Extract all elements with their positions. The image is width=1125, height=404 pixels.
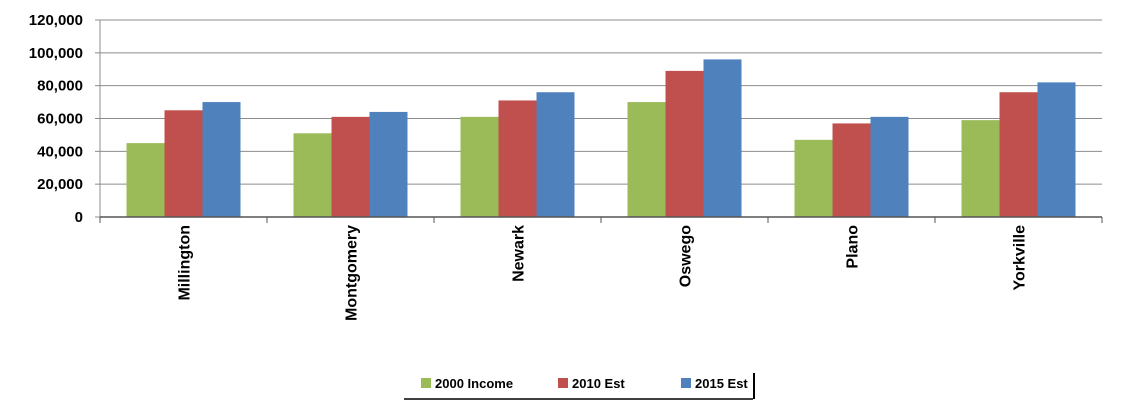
- y-axis-tick-labels: 0 20,000 40,000 60,000 80,000 100,000 120,000: [29, 12, 83, 226]
- legend-swatch: [558, 378, 568, 388]
- category-label-millington: Millington: [177, 225, 194, 301]
- y-tick-label: 60,000: [37, 111, 83, 128]
- category-label-montgomery: Montgomery: [344, 225, 361, 321]
- bar-2010-est-plano: [832, 123, 871, 217]
- bar-2000-income-montgomery: [293, 133, 332, 217]
- bar-2000-income-oswego: [627, 102, 666, 217]
- bars: [126, 59, 1076, 218]
- bar-2000-income-millington: [126, 143, 165, 217]
- y-tick-label: 0: [75, 209, 83, 226]
- category-label-plano: Plano: [845, 225, 862, 269]
- axes: [95, 19, 1103, 223]
- legend-label: 2000 Income: [435, 376, 513, 391]
- bar-2015-est-newark: [536, 92, 575, 217]
- legend-swatch: [681, 378, 691, 388]
- bar-2015-est-plano: [870, 116, 909, 217]
- legend: 2000 Income 2010 Est 2015 Est: [404, 373, 755, 400]
- bar-2010-est-yorkville: [999, 92, 1038, 217]
- gridlines: [100, 19, 1102, 185]
- category-label-yorkville: Yorkville: [1012, 225, 1029, 291]
- legend-swatch: [421, 378, 431, 388]
- y-tick-label: 40,000: [37, 143, 83, 160]
- bar-2000-income-newark: [460, 116, 499, 217]
- bar-2000-income-yorkville: [961, 120, 1000, 217]
- y-tick-label: 20,000: [37, 176, 83, 193]
- legend-label: 2015 Est: [695, 376, 748, 391]
- bar-2015-est-montgomery: [369, 111, 408, 217]
- bar-2010-est-newark: [498, 100, 537, 217]
- bar-2015-est-yorkville: [1037, 82, 1076, 217]
- bar-2010-est-oswego: [665, 70, 704, 218]
- bar-2015-est-oswego: [703, 59, 742, 218]
- bar-2015-est-millington: [202, 102, 241, 217]
- category-label-newark: Newark: [511, 225, 528, 282]
- bar-2010-est-montgomery: [331, 116, 370, 217]
- y-tick-label: 100,000: [29, 45, 83, 62]
- category-labels: Millington Montgomery Newark Oswego Plano Yor…: [177, 225, 1029, 321]
- category-label-oswego: Oswego: [678, 225, 695, 287]
- bar-2000-income-plano: [794, 139, 833, 217]
- y-tick-label: 120,000: [29, 12, 83, 29]
- bar-2010-est-millington: [164, 110, 203, 217]
- y-tick-label: 80,000: [37, 78, 83, 95]
- legend-label: 2010 Est: [572, 376, 625, 391]
